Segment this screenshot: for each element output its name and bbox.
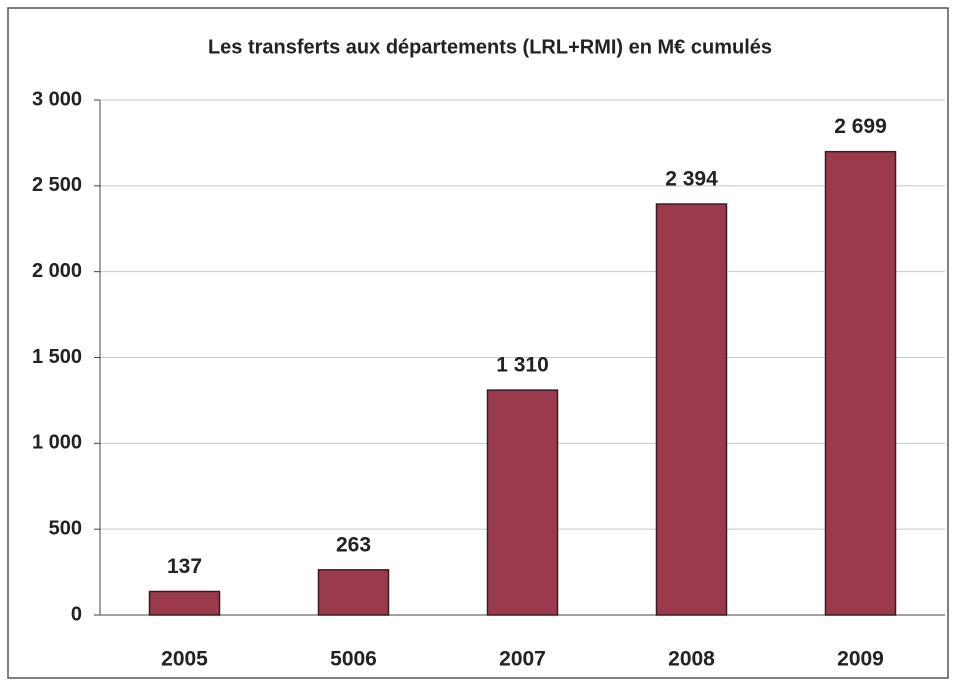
x-tick-label: 2008	[668, 648, 715, 671]
data-label: 263	[336, 533, 371, 556]
data-label: 1 310	[496, 354, 549, 377]
x-tick-label: 5006	[330, 648, 377, 671]
y-tick-label: 3 000	[32, 88, 82, 110]
bar	[148, 590, 221, 616]
y-tick-label: 2 500	[32, 174, 82, 196]
chart-title: Les transferts aux départements (LRL+RMI…	[208, 36, 772, 58]
data-label: 2 394	[665, 168, 718, 191]
bar	[655, 203, 728, 616]
x-tick-label: 2007	[499, 648, 546, 671]
x-tick-label: 2009	[837, 648, 884, 671]
y-tick-label: 1 000	[32, 432, 82, 454]
y-tick-label: 2 000	[32, 260, 82, 282]
y-tick-label: 500	[49, 517, 82, 539]
bar	[486, 389, 559, 616]
x-tick-label: 2005	[161, 648, 208, 671]
data-label: 137	[167, 555, 202, 578]
chart-frame	[7, 7, 949, 679]
y-tick-label: 0	[71, 603, 82, 625]
bar	[317, 569, 390, 616]
data-label: 2 699	[834, 115, 887, 138]
bar	[824, 150, 897, 616]
y-tick-label: 1 500	[32, 346, 82, 368]
